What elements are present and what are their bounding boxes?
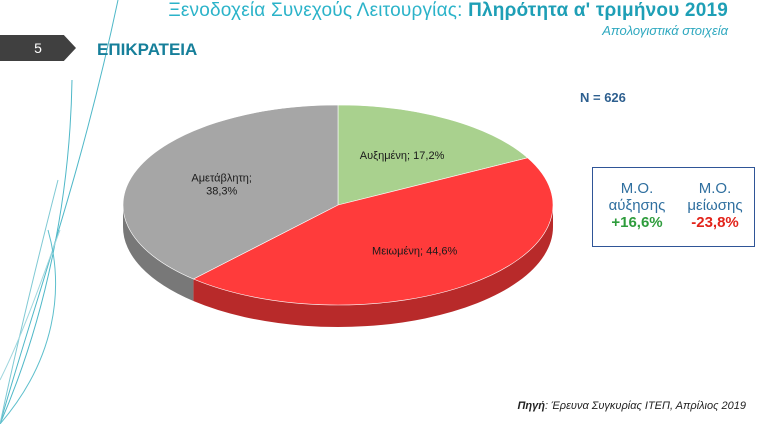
pie-chart: Αυξημένη; 17,2% Μειωμένη; 44,6% Αμετάβλητη…: [122, 104, 554, 327]
title-part-1: Ξενοδοχεία Συνεχούς Λειτουργίας:: [168, 0, 469, 21]
average-increase: Μ.Ο. αύξησης +16,6%: [599, 180, 675, 231]
decorative-lines: [0, 0, 119, 424]
average-increase-label-1: Μ.Ο.: [620, 180, 654, 197]
average-decrease-value: -23,8%: [691, 214, 739, 231]
average-decrease-label-2: μείωσης: [687, 197, 743, 214]
source-text: : Έρευνα Συγκυρίας ΙΤΕΠ, Απρίλιος 2019: [544, 400, 746, 412]
page-subtitle: Απολογιστικά στοιχεία: [602, 23, 728, 38]
pie-label-0: Αυξημένη; 17,2%: [360, 150, 445, 162]
pie-slice-1: [192, 157, 554, 306]
title-part-2: Πληρότητα α' τριμήνου 2019: [468, 0, 728, 21]
pie-label-2: Αμετάβλητη; 38,3%: [191, 173, 252, 198]
source-label: Πηγή: [517, 400, 545, 412]
source-note: Πηγή: Έρευνα Συγκυρίας ΙΤΕΠ, Απρίλιος 20…: [518, 400, 746, 412]
pie-side-1: [193, 205, 554, 327]
section-title: ΕΠΙΚΡΑΤΕΙΑ: [97, 40, 198, 59]
average-decrease-label-1: Μ.Ο.: [698, 180, 732, 197]
pie-label-1: Μειωμένη; 44,6%: [372, 246, 457, 258]
pie-side-2: [123, 205, 194, 302]
averages-box: Μ.Ο. αύξησης +16,6% Μ.Ο. μείωσης -23,8%: [592, 167, 755, 247]
slide-number-badge: 5: [0, 35, 76, 61]
average-increase-value: +16,6%: [611, 214, 663, 231]
page-title: Ξενοδοχεία Συνεχούς Λειτουργίας: Πληρότη…: [168, 0, 728, 22]
pie-slice-0: [337, 104, 529, 206]
average-decrease: Μ.Ο. μείωσης -23,8%: [677, 180, 753, 231]
average-increase-label-2: αύξησης: [608, 197, 666, 214]
sample-size-label: N = 626: [580, 90, 626, 105]
pie-slice-2: [122, 104, 339, 280]
